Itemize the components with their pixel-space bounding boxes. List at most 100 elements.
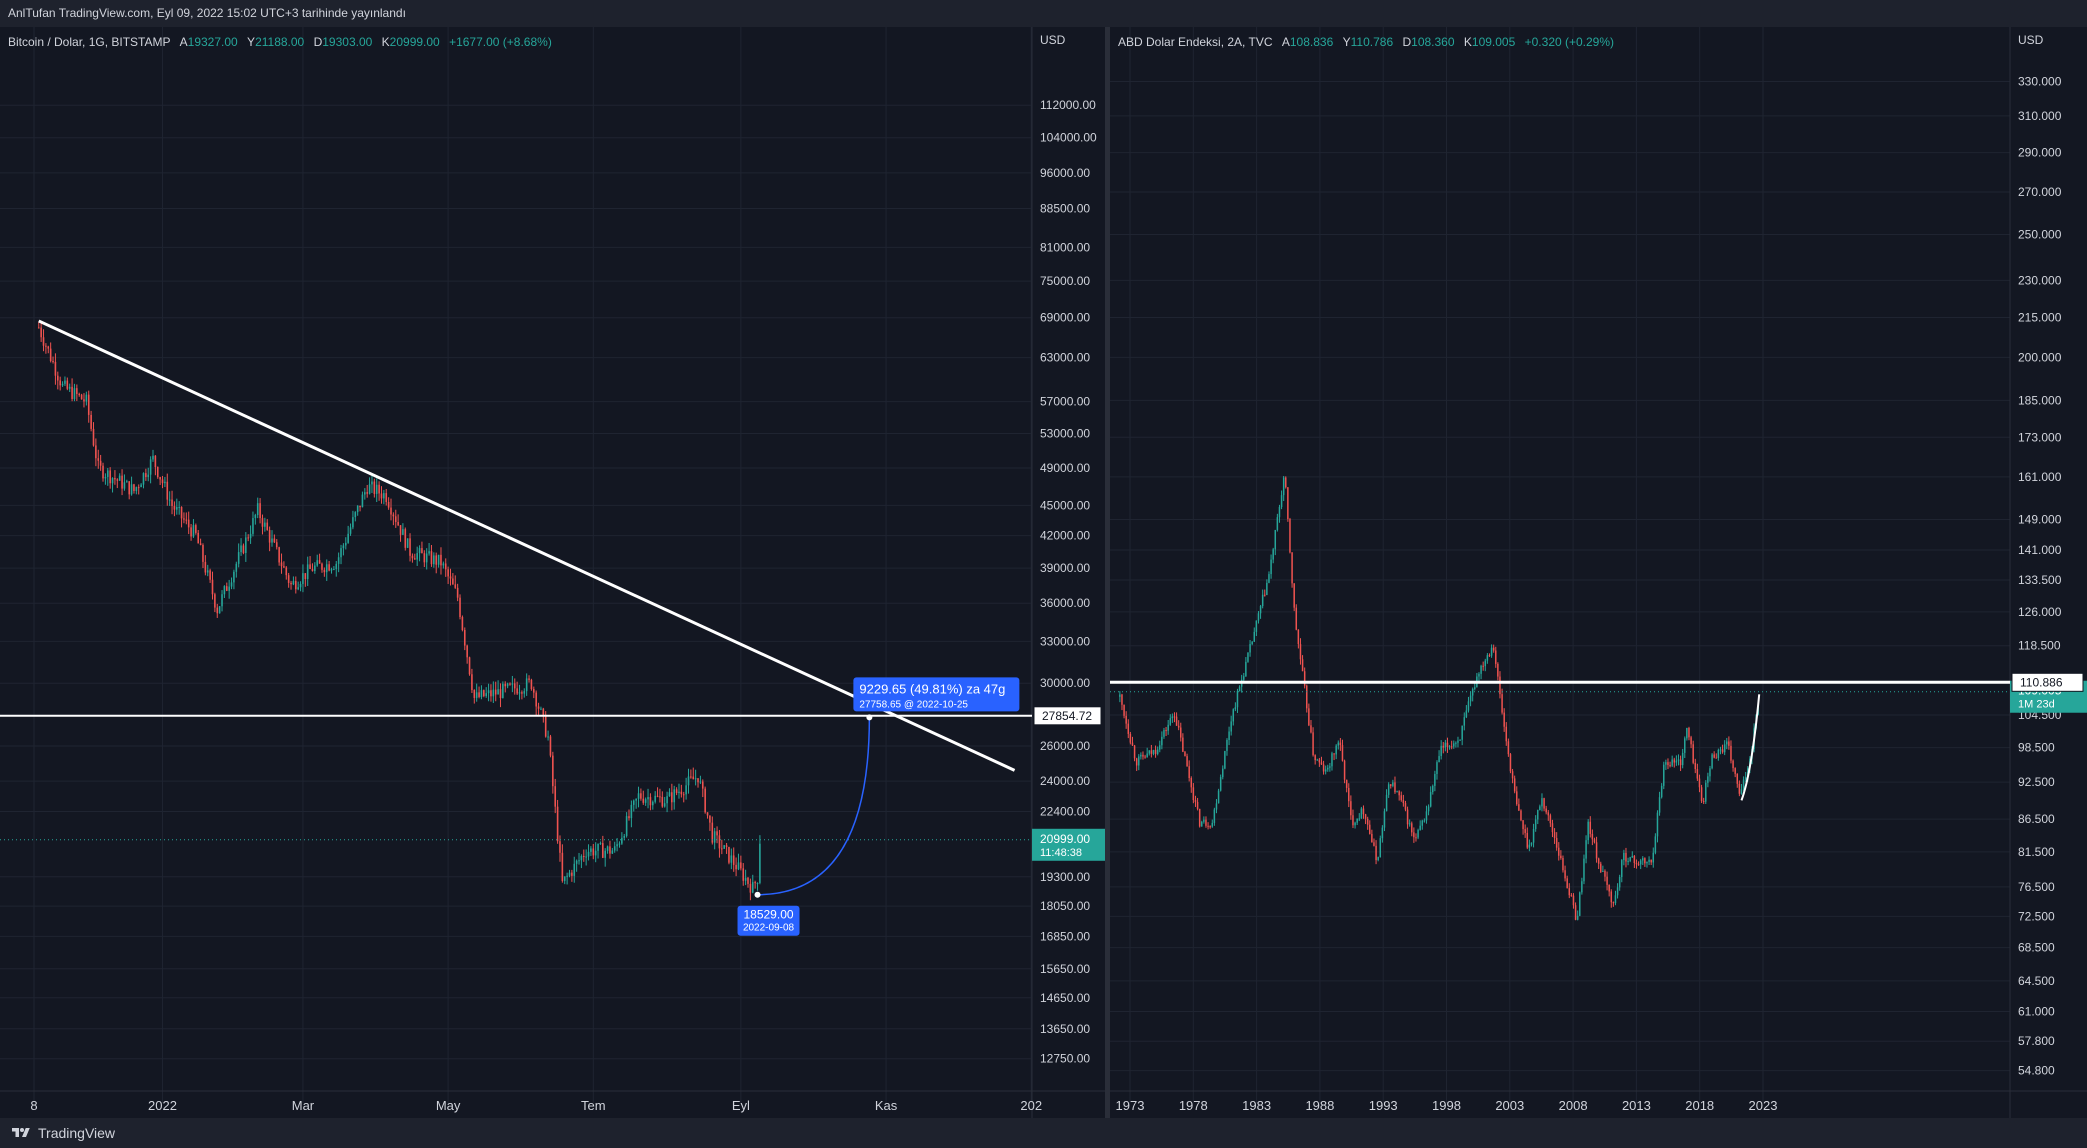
dxy-candle-body bbox=[1146, 753, 1148, 758]
dxy-candle-body bbox=[1287, 487, 1289, 519]
dxy-candle-body bbox=[1545, 808, 1547, 813]
btc-candle-body bbox=[225, 586, 228, 591]
dxy-candle-body bbox=[1503, 712, 1505, 727]
dxy-chart-pane[interactable]: USD 330.000 310.000 290.000 270.000 250.000 23… bbox=[1110, 27, 2087, 1118]
dxy-candle-body bbox=[1541, 798, 1543, 807]
dxy-x-tick: 1998 bbox=[1432, 1098, 1461, 1113]
btc-candle-body bbox=[256, 503, 259, 516]
btc-candle-body bbox=[409, 538, 411, 556]
btc-y-tick: 19300.00 bbox=[1040, 870, 1090, 884]
dxy-candle-body bbox=[1702, 800, 1705, 802]
dxy-candle-body bbox=[1490, 647, 1493, 656]
btc-candle-body bbox=[271, 538, 273, 543]
dxy-candle-body bbox=[1440, 745, 1442, 757]
dxy-candle-body bbox=[1272, 549, 1274, 560]
btc-last-price-label: 20999.00 bbox=[1040, 832, 1090, 846]
dxy-candle-body bbox=[1230, 721, 1232, 732]
btc-candle-body bbox=[721, 848, 723, 850]
btc-candle-body bbox=[668, 792, 671, 797]
dxy-candle-body bbox=[1728, 741, 1730, 746]
dxy-candle-body bbox=[1635, 862, 1638, 865]
dxy-candle-body bbox=[1698, 778, 1701, 788]
btc-y-tick: 104000.00 bbox=[1040, 131, 1097, 145]
btc-candle-body bbox=[694, 778, 697, 780]
dxy-high-value: 110.786 bbox=[1350, 35, 1394, 49]
dxy-candle-body bbox=[1324, 769, 1327, 772]
dxy-candle-body bbox=[1331, 753, 1333, 767]
btc-candle-body bbox=[168, 499, 171, 501]
dxy-y-tick: 54.800 bbox=[2018, 1064, 2055, 1078]
btc-y-tick: 30000.00 bbox=[1040, 676, 1090, 690]
btc-candle-body bbox=[375, 484, 378, 494]
dxy-x-tick: 1993 bbox=[1369, 1098, 1398, 1113]
dxy-candle-body bbox=[1719, 749, 1722, 751]
btc-chart-svg[interactable]: USD 112000.00 104000.00 96000.00 88500.00 810… bbox=[0, 27, 1105, 1118]
btc-candle-body bbox=[756, 882, 759, 884]
dxy-candle-body bbox=[1320, 762, 1323, 765]
dxy-candle-body bbox=[1201, 821, 1203, 827]
btc-candle-body bbox=[97, 458, 100, 461]
dxy-candle-body bbox=[1119, 694, 1121, 697]
dxy-candle-body bbox=[1585, 840, 1587, 859]
btc-candle-body bbox=[751, 882, 754, 893]
btc-candle-body bbox=[537, 706, 540, 709]
dxy-chart-svg[interactable]: USD 330.000 310.000 290.000 270.000 250.000 23… bbox=[1110, 27, 2087, 1118]
btc-candle-body bbox=[397, 522, 399, 526]
dxy-candle-body bbox=[1690, 737, 1692, 745]
btc-candle-body bbox=[547, 736, 549, 738]
btc-projection-sublabel: 27758.65 @ 2022-10-25 bbox=[859, 699, 968, 710]
dxy-candle-body bbox=[1247, 652, 1249, 662]
btc-candle-body bbox=[54, 361, 57, 376]
btc-candle-body bbox=[671, 792, 673, 803]
dxy-y-tick: 57.800 bbox=[2018, 1034, 2055, 1048]
btc-projection-end bbox=[866, 714, 873, 721]
btc-candle-body bbox=[80, 394, 83, 400]
btc-y-tick: 53000.00 bbox=[1040, 427, 1090, 441]
btc-candle-body bbox=[152, 455, 154, 460]
btc-close-value: 20999.00 bbox=[389, 35, 440, 49]
btc-candle-body bbox=[314, 565, 316, 572]
btc-candle-body bbox=[716, 831, 718, 836]
dxy-candle-body bbox=[1390, 784, 1392, 786]
dxy-candle-body bbox=[1457, 740, 1459, 743]
btc-candle-body bbox=[521, 692, 523, 694]
btc-y-tick: 39000.00 bbox=[1040, 561, 1090, 575]
dxy-candle-body bbox=[1562, 858, 1564, 871]
dxy-candle-body bbox=[1679, 759, 1682, 766]
btc-x-tick: 202 bbox=[1020, 1098, 1042, 1113]
dxy-candle-body bbox=[1192, 787, 1195, 801]
pane-divider[interactable] bbox=[1105, 27, 1110, 1118]
btc-chart-pane[interactable]: USD 112000.00 104000.00 96000.00 88500.00 810… bbox=[0, 27, 1105, 1118]
dxy-candle-body bbox=[1316, 759, 1319, 761]
btc-candle-body bbox=[149, 459, 152, 475]
dxy-y-tick: 98.500 bbox=[2018, 741, 2055, 755]
btc-candle-body bbox=[342, 545, 345, 549]
btc-candle-body bbox=[245, 537, 247, 553]
dxy-candle-body bbox=[1318, 759, 1321, 763]
btc-candle-body bbox=[223, 586, 226, 595]
dxy-candle-body bbox=[1744, 777, 1747, 780]
dxy-candle-body bbox=[1138, 756, 1140, 766]
btc-candle-body bbox=[473, 689, 476, 698]
dxy-x-tick: 2023 bbox=[1749, 1098, 1778, 1113]
dxy-candle-body bbox=[1161, 736, 1163, 746]
dxy-hline-label: 110.886 bbox=[2020, 675, 2063, 689]
btc-candle-body bbox=[209, 570, 211, 580]
dxy-candle-body bbox=[1726, 741, 1728, 745]
btc-candle-body bbox=[682, 794, 685, 796]
dxy-candle-body bbox=[1345, 779, 1348, 788]
dxy-candle-body bbox=[1583, 858, 1585, 882]
dxy-y-tick: 230.000 bbox=[2018, 273, 2062, 287]
btc-y-tick: 81000.00 bbox=[1040, 240, 1090, 254]
dxy-candle-body bbox=[1238, 686, 1241, 692]
dxy-candle-body bbox=[1293, 583, 1295, 608]
footer-brand[interactable]: TradingView bbox=[38, 1125, 116, 1141]
btc-candle-body bbox=[423, 553, 426, 563]
dxy-candle-body bbox=[1156, 749, 1159, 754]
btc-x-tick: Mar bbox=[292, 1098, 315, 1113]
dxy-candle-body bbox=[1492, 647, 1495, 651]
btc-candle-body bbox=[613, 846, 616, 851]
btc-low-label: 18529.00 bbox=[743, 908, 793, 922]
btc-candle-body bbox=[625, 816, 628, 836]
dxy-candle-body bbox=[1335, 745, 1337, 755]
